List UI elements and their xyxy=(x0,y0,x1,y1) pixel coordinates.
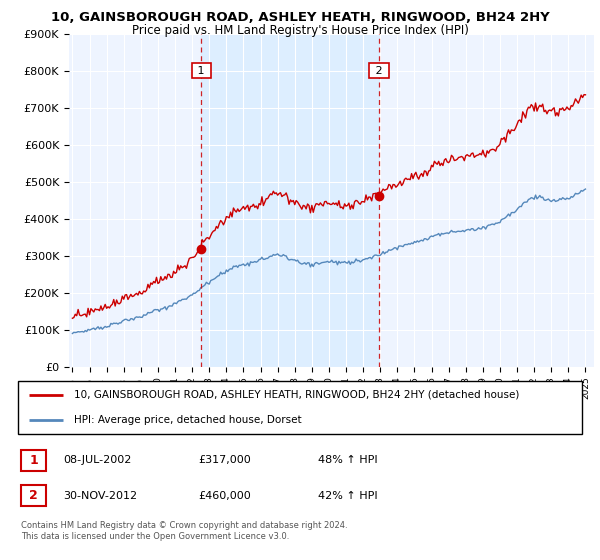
Text: 2: 2 xyxy=(29,489,38,502)
Text: 08-JUL-2002: 08-JUL-2002 xyxy=(63,455,131,465)
Text: 10, GAINSBOROUGH ROAD, ASHLEY HEATH, RINGWOOD, BH24 2HY: 10, GAINSBOROUGH ROAD, ASHLEY HEATH, RIN… xyxy=(50,11,550,24)
Text: 1: 1 xyxy=(194,66,208,76)
Text: £317,000: £317,000 xyxy=(198,455,251,465)
Text: HPI: Average price, detached house, Dorset: HPI: Average price, detached house, Dors… xyxy=(74,415,302,425)
Text: 30-NOV-2012: 30-NOV-2012 xyxy=(63,491,137,501)
Text: 10, GAINSBOROUGH ROAD, ASHLEY HEATH, RINGWOOD, BH24 2HY (detached house): 10, GAINSBOROUGH ROAD, ASHLEY HEATH, RIN… xyxy=(74,390,520,400)
Text: This data is licensed under the Open Government Licence v3.0.: This data is licensed under the Open Gov… xyxy=(21,532,289,541)
Text: Contains HM Land Registry data © Crown copyright and database right 2024.: Contains HM Land Registry data © Crown c… xyxy=(21,521,347,530)
Text: 2: 2 xyxy=(372,66,386,76)
Bar xyxy=(202,34,379,367)
Text: 1: 1 xyxy=(29,454,38,467)
Text: £460,000: £460,000 xyxy=(198,491,251,501)
Text: Price paid vs. HM Land Registry's House Price Index (HPI): Price paid vs. HM Land Registry's House … xyxy=(131,24,469,36)
Text: 48% ↑ HPI: 48% ↑ HPI xyxy=(318,455,377,465)
Text: 42% ↑ HPI: 42% ↑ HPI xyxy=(318,491,377,501)
